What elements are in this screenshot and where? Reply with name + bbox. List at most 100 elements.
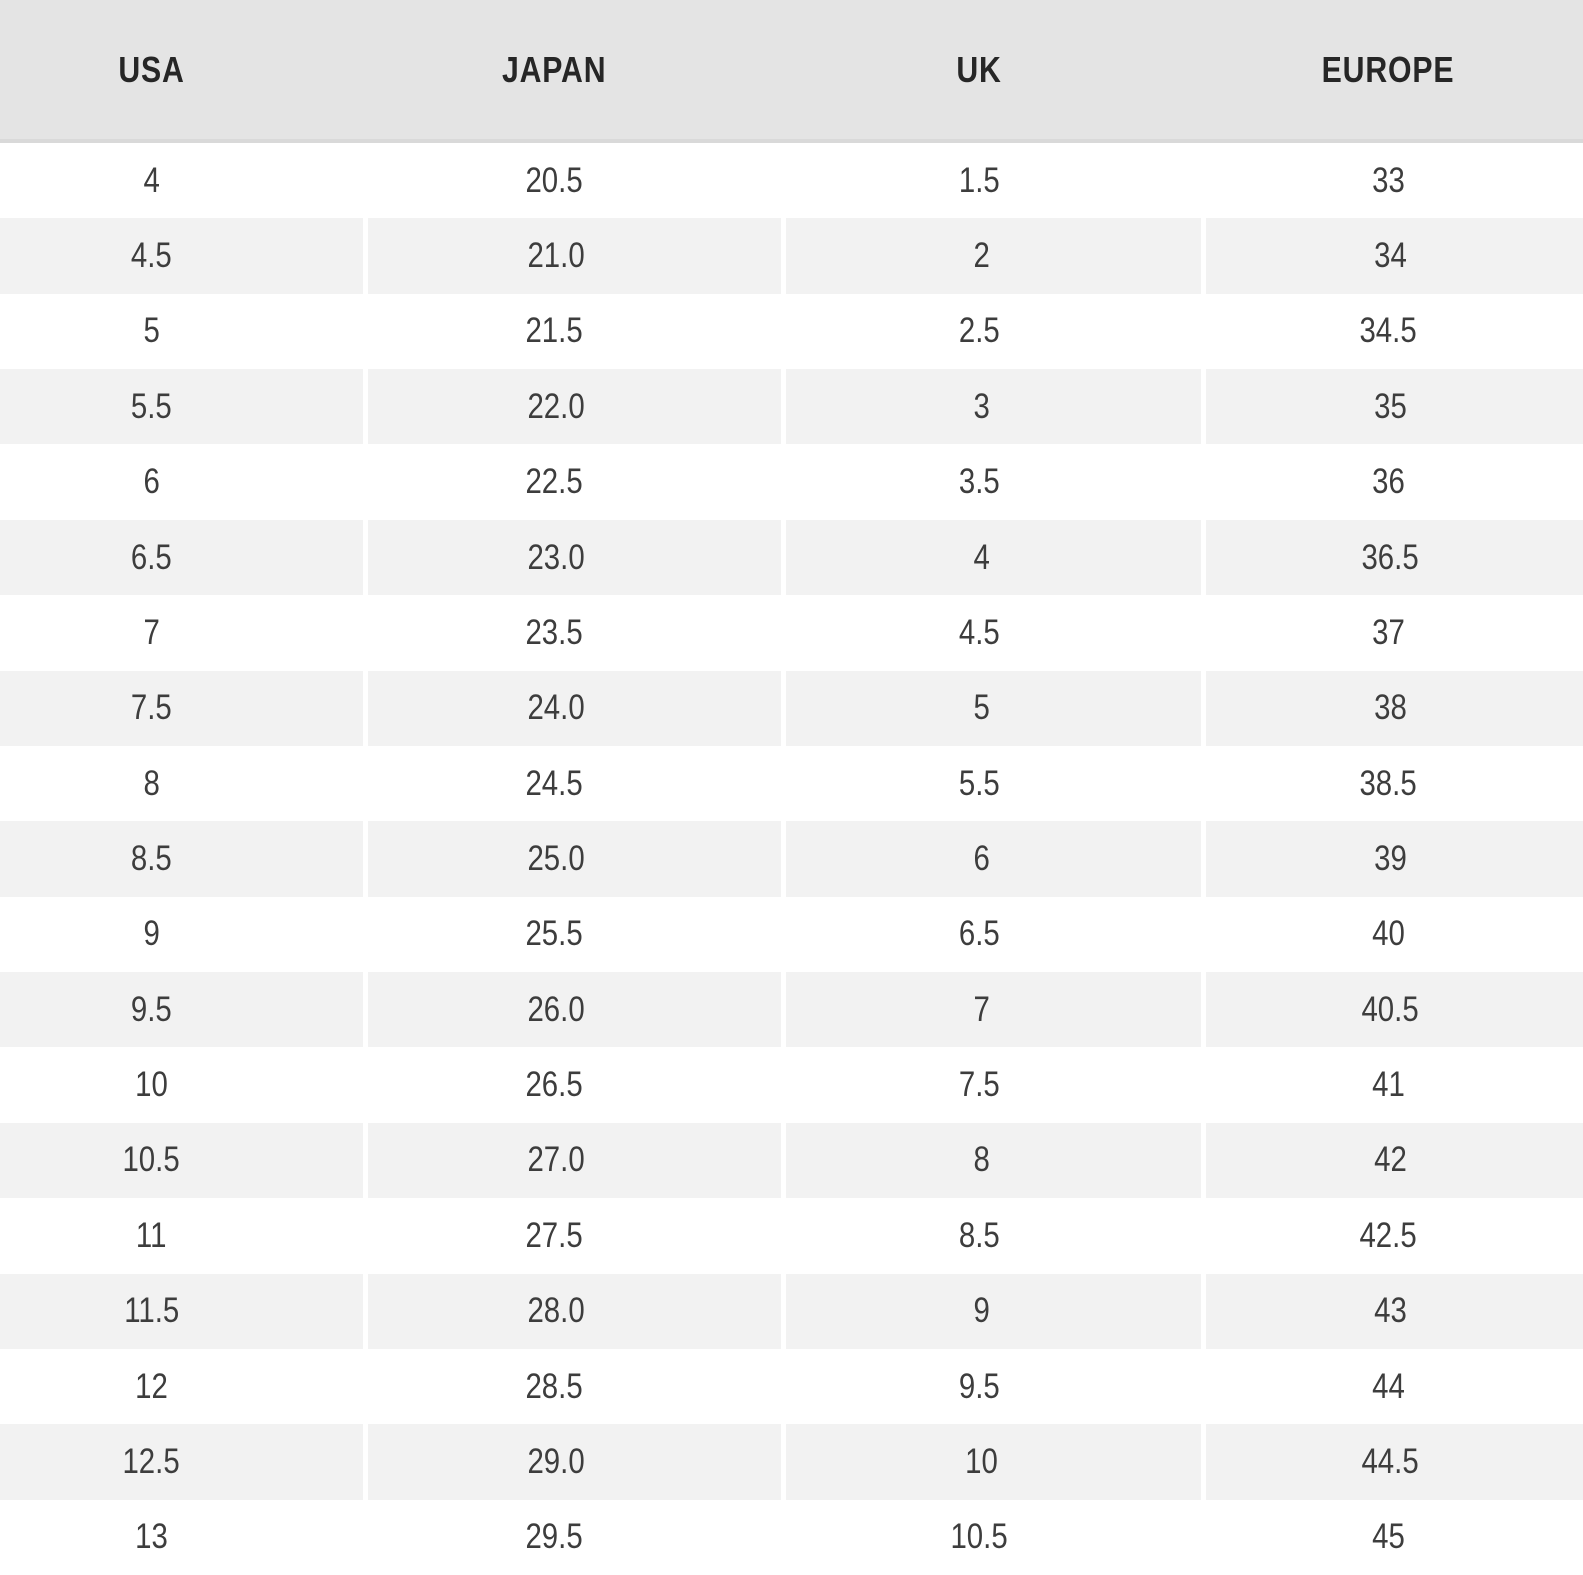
cell-japan: 26.5 <box>363 1047 781 1122</box>
cell-value: 7 <box>143 612 160 652</box>
cell-japan: 26.0 <box>363 972 781 1048</box>
cell-value: 5 <box>143 311 160 351</box>
table-row: 10.5 27.0 8 42 <box>0 1122 1583 1199</box>
cell-japan: 25.5 <box>363 897 781 972</box>
cell-usa: 8 <box>0 746 363 821</box>
cell-uk: 6 <box>781 821 1201 897</box>
cell-value: 4.5 <box>958 612 1000 652</box>
cell-usa: 5 <box>0 294 363 369</box>
cell-japan: 28.0 <box>363 1273 781 1349</box>
table-row: 5 21.5 2.5 34.5 <box>0 294 1583 369</box>
cell-europe: 42 <box>1201 1122 1583 1199</box>
cell-uk: 5 <box>781 670 1201 746</box>
cell-europe: 45 <box>1201 1500 1583 1575</box>
column-header-label: EUROPE <box>1321 48 1455 90</box>
cell-value: 24.0 <box>527 688 586 728</box>
cell-japan: 24.5 <box>363 746 781 821</box>
cell-value: 41 <box>1371 1065 1405 1105</box>
cell-value: 8.5 <box>131 838 172 878</box>
table-row: 4.5 21.0 2 34 <box>0 218 1583 294</box>
cell-europe: 37 <box>1201 595 1583 670</box>
cell-value: 36 <box>1371 462 1405 502</box>
table-row: 11.5 28.0 9 43 <box>0 1273 1583 1349</box>
table-row: 10 26.5 7.5 41 <box>0 1047 1583 1122</box>
cell-uk: 1.5 <box>781 143 1201 218</box>
cell-value: 43 <box>1374 1291 1407 1331</box>
cell-value: 8 <box>973 1140 990 1180</box>
cell-uk: 3.5 <box>781 444 1201 519</box>
cell-value: 34.5 <box>1359 311 1417 351</box>
cell-japan: 20.5 <box>363 143 781 218</box>
cell-value: 25.0 <box>527 838 586 878</box>
cell-usa: 7 <box>0 595 363 670</box>
cell-europe: 41 <box>1201 1047 1583 1122</box>
cell-value: 13 <box>135 1517 168 1557</box>
cell-japan: 24.0 <box>363 670 781 746</box>
cell-value: 12.5 <box>122 1441 181 1481</box>
cell-value: 7 <box>973 989 990 1029</box>
cell-value: 39 <box>1374 838 1407 878</box>
cell-value: 34 <box>1374 236 1407 276</box>
cell-europe: 33 <box>1201 143 1583 218</box>
cell-value: 3.5 <box>958 462 1000 502</box>
cell-japan: 22.5 <box>363 444 781 519</box>
cell-europe: 36.5 <box>1201 519 1583 596</box>
cell-japan: 25.0 <box>363 821 781 897</box>
cell-value: 27.5 <box>525 1215 583 1255</box>
cell-value: 2 <box>973 236 990 276</box>
cell-value: 28.0 <box>527 1291 586 1331</box>
cell-value: 29.5 <box>525 1517 583 1557</box>
cell-value: 8 <box>143 763 160 803</box>
table-row: 6 22.5 3.5 36 <box>0 444 1583 519</box>
cell-uk: 9.5 <box>781 1349 1201 1424</box>
table-row: 8 24.5 5.5 38.5 <box>0 746 1583 821</box>
cell-uk: 6.5 <box>781 897 1201 972</box>
cell-usa: 9 <box>0 897 363 972</box>
cell-value: 23.0 <box>527 537 586 577</box>
cell-europe: 35 <box>1201 369 1583 445</box>
cell-japan: 21.5 <box>363 294 781 369</box>
cell-value: 6 <box>143 462 160 502</box>
cell-europe: 34.5 <box>1201 294 1583 369</box>
column-header-uk: UK <box>781 0 1201 139</box>
cell-value: 5.5 <box>131 386 172 426</box>
cell-uk: 10 <box>781 1424 1201 1500</box>
table-row: 7 23.5 4.5 37 <box>0 595 1583 670</box>
column-header-label: USA <box>118 48 185 90</box>
cell-value: 23.5 <box>525 612 583 652</box>
cell-value: 26.0 <box>527 989 586 1029</box>
cell-usa: 9.5 <box>0 972 363 1048</box>
cell-usa: 8.5 <box>0 821 363 897</box>
cell-usa: 10 <box>0 1047 363 1122</box>
cell-value: 10.5 <box>950 1517 1008 1557</box>
cell-value: 5 <box>973 688 990 728</box>
cell-value: 25.5 <box>525 914 583 954</box>
cell-value: 5.5 <box>958 763 1000 803</box>
cell-europe: 42.5 <box>1201 1198 1583 1273</box>
cell-usa: 12 <box>0 1349 363 1424</box>
cell-europe: 44.5 <box>1201 1424 1583 1500</box>
cell-value: 3 <box>973 386 990 426</box>
cell-europe: 36 <box>1201 444 1583 519</box>
cell-usa: 6 <box>0 444 363 519</box>
cell-europe: 38.5 <box>1201 746 1583 821</box>
cell-japan: 27.5 <box>363 1198 781 1273</box>
cell-value: 26.5 <box>525 1065 583 1105</box>
table-row: 9 25.5 6.5 40 <box>0 897 1583 972</box>
cell-usa: 4.5 <box>0 218 363 294</box>
cell-value: 6.5 <box>131 537 172 577</box>
cell-value: 4.5 <box>131 236 172 276</box>
column-header-label: UK <box>956 48 1002 90</box>
cell-uk: 3 <box>781 369 1201 445</box>
cell-usa: 10.5 <box>0 1122 363 1199</box>
table-row: 4 20.5 1.5 33 <box>0 143 1583 218</box>
cell-value: 38 <box>1374 688 1407 728</box>
table-row: 6.5 23.0 4 36.5 <box>0 519 1583 596</box>
cell-uk: 10.5 <box>781 1500 1201 1575</box>
cell-value: 2.5 <box>958 311 1000 351</box>
cell-uk: 4.5 <box>781 595 1201 670</box>
cell-value: 44.5 <box>1361 1441 1420 1481</box>
cell-uk: 4 <box>781 519 1201 596</box>
table-body: 4 20.5 1.5 33 4.5 21.0 2 34 5 21.5 2.5 3… <box>0 143 1583 1575</box>
cell-uk: 2 <box>781 218 1201 294</box>
